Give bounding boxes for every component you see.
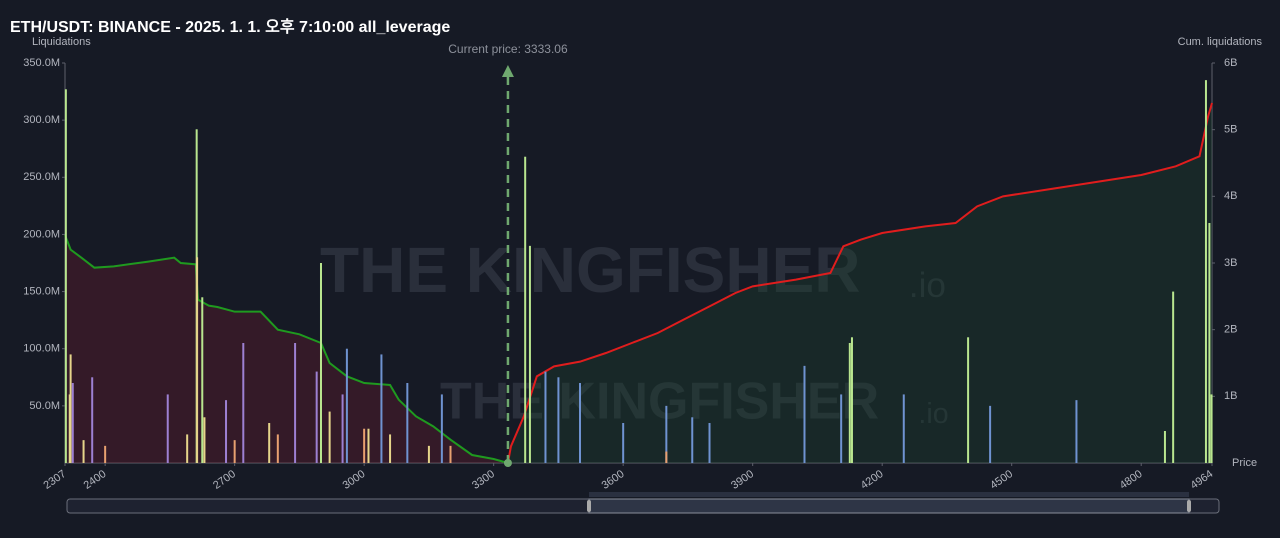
bar — [840, 394, 843, 463]
y-tick-label: 100.0M — [23, 343, 60, 355]
bar — [363, 428, 366, 463]
bar — [294, 343, 297, 463]
bar — [528, 245, 531, 463]
y-tick-label: 350.0M — [23, 57, 60, 69]
bar — [64, 89, 67, 464]
bar — [1208, 223, 1211, 463]
bar — [233, 440, 236, 463]
y2-tick-label: 2B — [1224, 324, 1237, 336]
bar — [319, 263, 322, 463]
bar — [691, 417, 694, 463]
scroll-handle[interactable] — [587, 500, 591, 512]
bar — [524, 156, 527, 463]
bar — [345, 348, 348, 463]
bar — [665, 451, 668, 463]
bar — [71, 383, 74, 463]
chart-title: ETH/USDT: BINANCE - 2025. 1. 1. 오후 7:10:… — [10, 17, 450, 36]
bar — [848, 343, 851, 463]
bar — [665, 405, 668, 463]
y-tick-label: 50.0M — [29, 400, 60, 412]
y-tick-label: 200.0M — [23, 228, 60, 240]
bar — [389, 434, 392, 463]
y2-tick-label: 3B — [1224, 257, 1237, 269]
bar — [166, 394, 169, 463]
bar — [1075, 400, 1078, 463]
bar — [328, 411, 331, 463]
y-tick-label: 300.0M — [23, 114, 60, 126]
current-price-label: Current price: 3333.06 — [448, 42, 568, 56]
watermark-suffix: .io — [918, 398, 948, 430]
bar — [186, 434, 189, 463]
bar — [427, 445, 430, 463]
bar — [91, 377, 94, 463]
bar — [82, 440, 85, 463]
area — [507, 103, 1212, 463]
bar — [104, 445, 107, 463]
bar — [544, 371, 547, 463]
y2-tick-label: 1B — [1224, 390, 1237, 402]
line — [64, 234, 509, 464]
bar — [242, 343, 245, 463]
bar — [406, 383, 409, 463]
bar — [1172, 291, 1175, 463]
bar — [268, 423, 271, 463]
scrollbar[interactable] — [66, 492, 1220, 514]
watermark-text: THE KINGFISHER — [440, 373, 879, 431]
bar — [196, 257, 199, 463]
bar — [225, 400, 228, 463]
bar — [367, 428, 370, 463]
bar — [1204, 80, 1207, 464]
y2-tick-label: 5B — [1224, 124, 1237, 136]
scroll-handle[interactable] — [1187, 500, 1191, 512]
bar — [69, 354, 72, 463]
bar — [440, 394, 443, 463]
bar — [341, 394, 344, 463]
bar — [1163, 431, 1166, 463]
bar — [579, 383, 582, 463]
current-price-dot — [503, 459, 512, 467]
bar — [557, 377, 560, 463]
bar — [315, 371, 318, 463]
bar — [276, 434, 279, 463]
y2-axis-label: Cum. liquidations — [1178, 36, 1263, 48]
watermark-group: THE KINGFISHER .io THE KINGFISHER .io — [320, 234, 949, 431]
scroll-bar-top[interactable] — [589, 492, 1189, 497]
bar — [850, 337, 853, 463]
bar — [203, 417, 206, 463]
y-tick-label: 250.0M — [23, 171, 60, 183]
y2-tick-label: 6B — [1224, 57, 1237, 69]
y-tick-label: 150.0M — [23, 285, 60, 297]
scroll-window[interactable] — [588, 498, 1190, 514]
bar — [803, 365, 806, 463]
bar — [449, 445, 452, 463]
bar — [902, 394, 905, 463]
y-axis-label: Liquidations — [32, 36, 91, 48]
area — [65, 235, 508, 463]
bar — [967, 337, 970, 463]
bar — [622, 423, 625, 463]
bar — [708, 423, 711, 463]
bar — [380, 354, 383, 463]
x-axis-label: Price — [1232, 457, 1257, 469]
current-price-arrow — [501, 65, 514, 77]
bar — [201, 297, 204, 463]
watermark-text: THE KINGFISHER — [320, 234, 860, 306]
y2-tick-label: 4B — [1224, 190, 1237, 202]
watermark-suffix: .io — [909, 266, 946, 305]
line — [506, 102, 1213, 464]
bar — [1210, 394, 1213, 463]
bar — [989, 405, 992, 463]
